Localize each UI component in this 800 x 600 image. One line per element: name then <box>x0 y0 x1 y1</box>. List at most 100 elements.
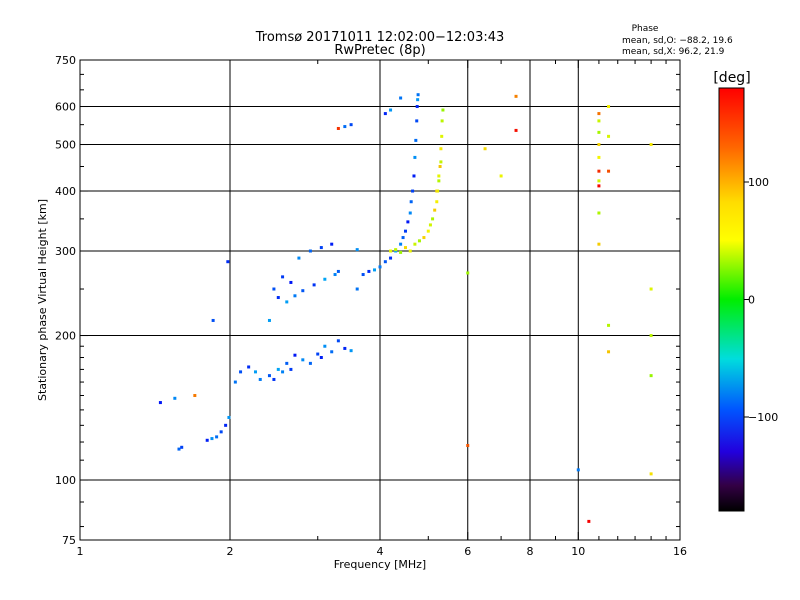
phase-stats-heading: Phase <box>632 24 659 34</box>
point-x-mode <box>438 164 442 168</box>
point-o-mode <box>301 289 305 293</box>
point-o-mode <box>401 236 405 240</box>
x-tick-label: 1 <box>77 545 84 558</box>
point-o-mode <box>319 246 323 250</box>
point-x-mode <box>499 174 503 178</box>
point-o-mode <box>361 273 365 277</box>
point-o-mode <box>399 242 403 246</box>
point-o-mode <box>272 287 276 291</box>
point-o-mode <box>180 445 184 449</box>
point-x-mode <box>597 143 601 147</box>
point-o-mode <box>383 112 387 116</box>
point-o-mode <box>224 423 228 427</box>
y-tick-label: 600 <box>55 101 76 114</box>
y-axis: 75 100 200 300 400 500 600 750 <box>55 54 680 547</box>
point-o-mode <box>293 294 297 298</box>
phase-stats-x: mean, sd,X: 96.2, 21.9 <box>622 47 725 57</box>
point-o-mode <box>355 287 359 291</box>
point-o-mode <box>406 220 410 224</box>
point-o-mode <box>416 98 420 102</box>
point-o-mode <box>373 268 377 272</box>
y-axis-label: Stationary phase Virtual Height [km] <box>36 199 49 401</box>
point-other <box>597 112 601 116</box>
point-o-mode <box>378 265 382 269</box>
point-x-mode <box>439 147 443 151</box>
point-o-mode <box>330 350 334 354</box>
y-tick-label: 200 <box>55 330 76 343</box>
point-o-mode <box>343 125 347 129</box>
point-o-mode <box>312 283 316 287</box>
point-other <box>193 394 197 398</box>
x-axis-label: Frequency [MHz] <box>334 558 426 571</box>
point-o-mode <box>415 119 419 123</box>
point-x-mode <box>597 155 601 159</box>
point-x-mode <box>439 160 443 164</box>
point-x-mode <box>426 229 430 233</box>
point-o-mode <box>319 355 323 359</box>
point-o-mode <box>281 275 285 279</box>
point-x-mode <box>441 108 445 112</box>
colorbar <box>718 87 745 512</box>
point-o-mode <box>267 374 271 378</box>
y-tick-label: 400 <box>55 185 76 198</box>
x-tick-label: 6 <box>464 545 471 558</box>
point-o-mode <box>215 435 219 439</box>
x-tick-label: 4 <box>377 545 384 558</box>
y-tick-label: 300 <box>55 245 76 258</box>
point-other <box>607 169 611 173</box>
point-x-mode <box>433 208 437 212</box>
point-o-mode <box>239 370 243 374</box>
point-other <box>514 94 518 98</box>
point-o-mode <box>173 396 177 400</box>
point-o-mode <box>355 248 359 252</box>
x-tick-label: 2 <box>227 545 234 558</box>
point-o-mode <box>316 352 320 356</box>
point-o-mode <box>205 438 209 442</box>
point-x-mode <box>597 130 601 134</box>
point-x-mode <box>466 271 470 275</box>
point-o-mode <box>289 367 293 371</box>
point-o-mode <box>383 260 387 264</box>
point-o-mode <box>210 437 214 441</box>
point-other <box>597 184 601 188</box>
point-x-mode <box>394 248 398 252</box>
point-o-mode <box>247 365 251 369</box>
point-o-mode <box>349 349 353 353</box>
point-o-mode <box>219 430 223 434</box>
point-o-mode <box>333 273 337 277</box>
point-x-mode <box>389 249 393 253</box>
x-tick-label: 16 <box>673 545 687 558</box>
point-x-mode <box>607 105 611 109</box>
point-o-mode <box>177 447 181 451</box>
point-o-mode <box>416 93 420 97</box>
point-o-mode <box>414 138 418 142</box>
point-o-mode <box>323 277 327 281</box>
point-x-mode <box>649 334 653 338</box>
x-axis: 1 2 4 6 8 10 16 <box>77 60 687 558</box>
point-o-mode <box>301 358 305 362</box>
point-x-mode <box>417 239 421 243</box>
chart-title: Tromsø 20171011 12:02:00−12:03:43 <box>255 30 505 45</box>
y-tick-label: 75 <box>62 534 76 547</box>
point-o-mode <box>285 300 289 304</box>
grid-lines <box>80 60 680 540</box>
point-o-mode <box>308 249 312 253</box>
point-x-mode <box>422 236 426 240</box>
point-x-mode <box>649 472 653 476</box>
colorbar-ticks: 100 0 −100 <box>744 176 778 424</box>
point-other <box>514 128 518 132</box>
point-o-mode <box>297 256 301 260</box>
point-other <box>336 126 340 130</box>
point-x-mode <box>597 179 601 183</box>
colorbar-tick-label: 0 <box>748 294 755 307</box>
y-tick-label: 500 <box>55 139 76 152</box>
point-x-mode <box>399 250 403 254</box>
point-x-mode <box>403 246 407 250</box>
point-o-mode <box>389 108 393 112</box>
point-o-mode <box>415 105 419 109</box>
point-o-mode <box>258 377 262 381</box>
point-x-mode <box>649 374 653 378</box>
point-x-mode <box>649 143 653 147</box>
point-o-mode <box>389 256 393 260</box>
